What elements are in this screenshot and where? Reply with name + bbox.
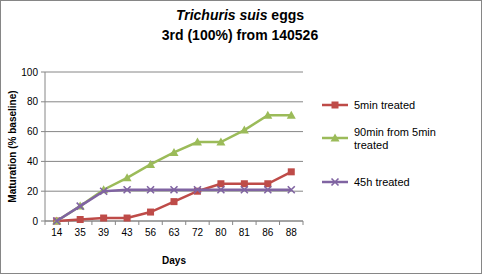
grid-line [45,101,303,102]
subtitle: 3rd (100%) from 140526 [162,27,319,43]
x-tick [45,221,46,225]
x-axis [45,221,303,222]
y-tick [41,191,45,192]
y-tick-label: 40 [27,156,39,167]
data-point [53,218,60,225]
x-tick-label: 81 [239,227,251,238]
x-tick-label: 35 [75,227,87,238]
data-point [52,217,61,225]
legend-marker [332,179,339,186]
legend-label: 45h treated [354,176,410,188]
data-point [287,111,296,119]
y-tick-label: 60 [27,126,39,137]
legend-label-line: 5min treated [354,99,415,111]
x-tick [185,221,186,225]
x-tick [209,221,210,225]
data-point [288,186,295,193]
legend-label-line: 45h treated [354,176,410,188]
legend-label: 90min from 5mintreated [354,126,436,151]
chart-border [1,1,482,274]
legend-marker [332,102,339,109]
grid-line [45,131,303,132]
series-line [57,115,292,221]
title: Trichuris suis eggs [176,7,304,23]
data-point [170,148,179,156]
chart: Trichuris suis eggs 3rd (100%) from 14052… [0,0,482,274]
x-tick-label: 14 [51,227,63,238]
y-tick [41,221,45,222]
data-point [100,188,107,195]
data-point [147,186,154,193]
x-tick [91,221,92,225]
legend-label-line: treated [354,139,388,151]
data-point [123,173,132,181]
legend-label: 5min treated [354,99,415,111]
y-tick [41,72,45,73]
data-point [147,209,154,216]
x-tick-label: 63 [168,227,180,238]
title-rest: eggs [267,7,304,23]
data-point [194,186,201,193]
x-tick-label: 86 [262,227,274,238]
data-point [146,160,155,168]
y-tick [41,101,45,102]
x-tick [115,221,116,225]
x-tick [138,221,139,225]
y-tick [41,161,45,162]
x-tick-label: 80 [215,227,227,238]
data-point [77,203,84,210]
grid-line [45,161,303,162]
y-axis [45,72,46,221]
x-tick [256,221,257,225]
x-tick [162,221,163,225]
data-point [288,168,295,175]
y-axis-label: Maturation (% baseline) [7,90,18,202]
x-tick-label: 56 [145,227,157,238]
x-axis-label: Days [162,255,186,266]
data-point [124,186,131,193]
data-point [76,202,85,210]
data-point [263,111,272,119]
x-tick-label: 88 [286,227,298,238]
data-point [100,215,107,222]
data-point [216,138,225,146]
y-tick [41,131,45,132]
series-line [57,190,292,221]
x-tick-label: 43 [122,227,134,238]
grid-line [45,221,303,222]
data-point [193,138,202,146]
x-tick [279,221,280,225]
data-point [171,186,178,193]
title-italic: Trichuris suis [176,7,268,23]
data-point [171,198,178,205]
x-tick [68,221,69,225]
x-tick [303,221,304,225]
plot-data [52,111,296,225]
x-tick-label: 72 [192,227,204,238]
y-tick-label: 80 [27,96,39,107]
data-point [77,216,84,223]
legend-label-line: 90min from 5min [354,126,436,138]
y-tick-label: 100 [21,67,38,78]
data-point [124,215,131,222]
data-point [240,126,249,134]
data-point [217,186,224,193]
data-point [241,186,248,193]
x-tick-label: 39 [98,227,110,238]
y-tick-label: 0 [32,216,38,227]
data-point [53,218,60,225]
x-tick [232,221,233,225]
legend-marker [331,134,340,142]
y-tick-label: 20 [27,186,39,197]
data-point [264,186,271,193]
grid-line [45,72,303,73]
